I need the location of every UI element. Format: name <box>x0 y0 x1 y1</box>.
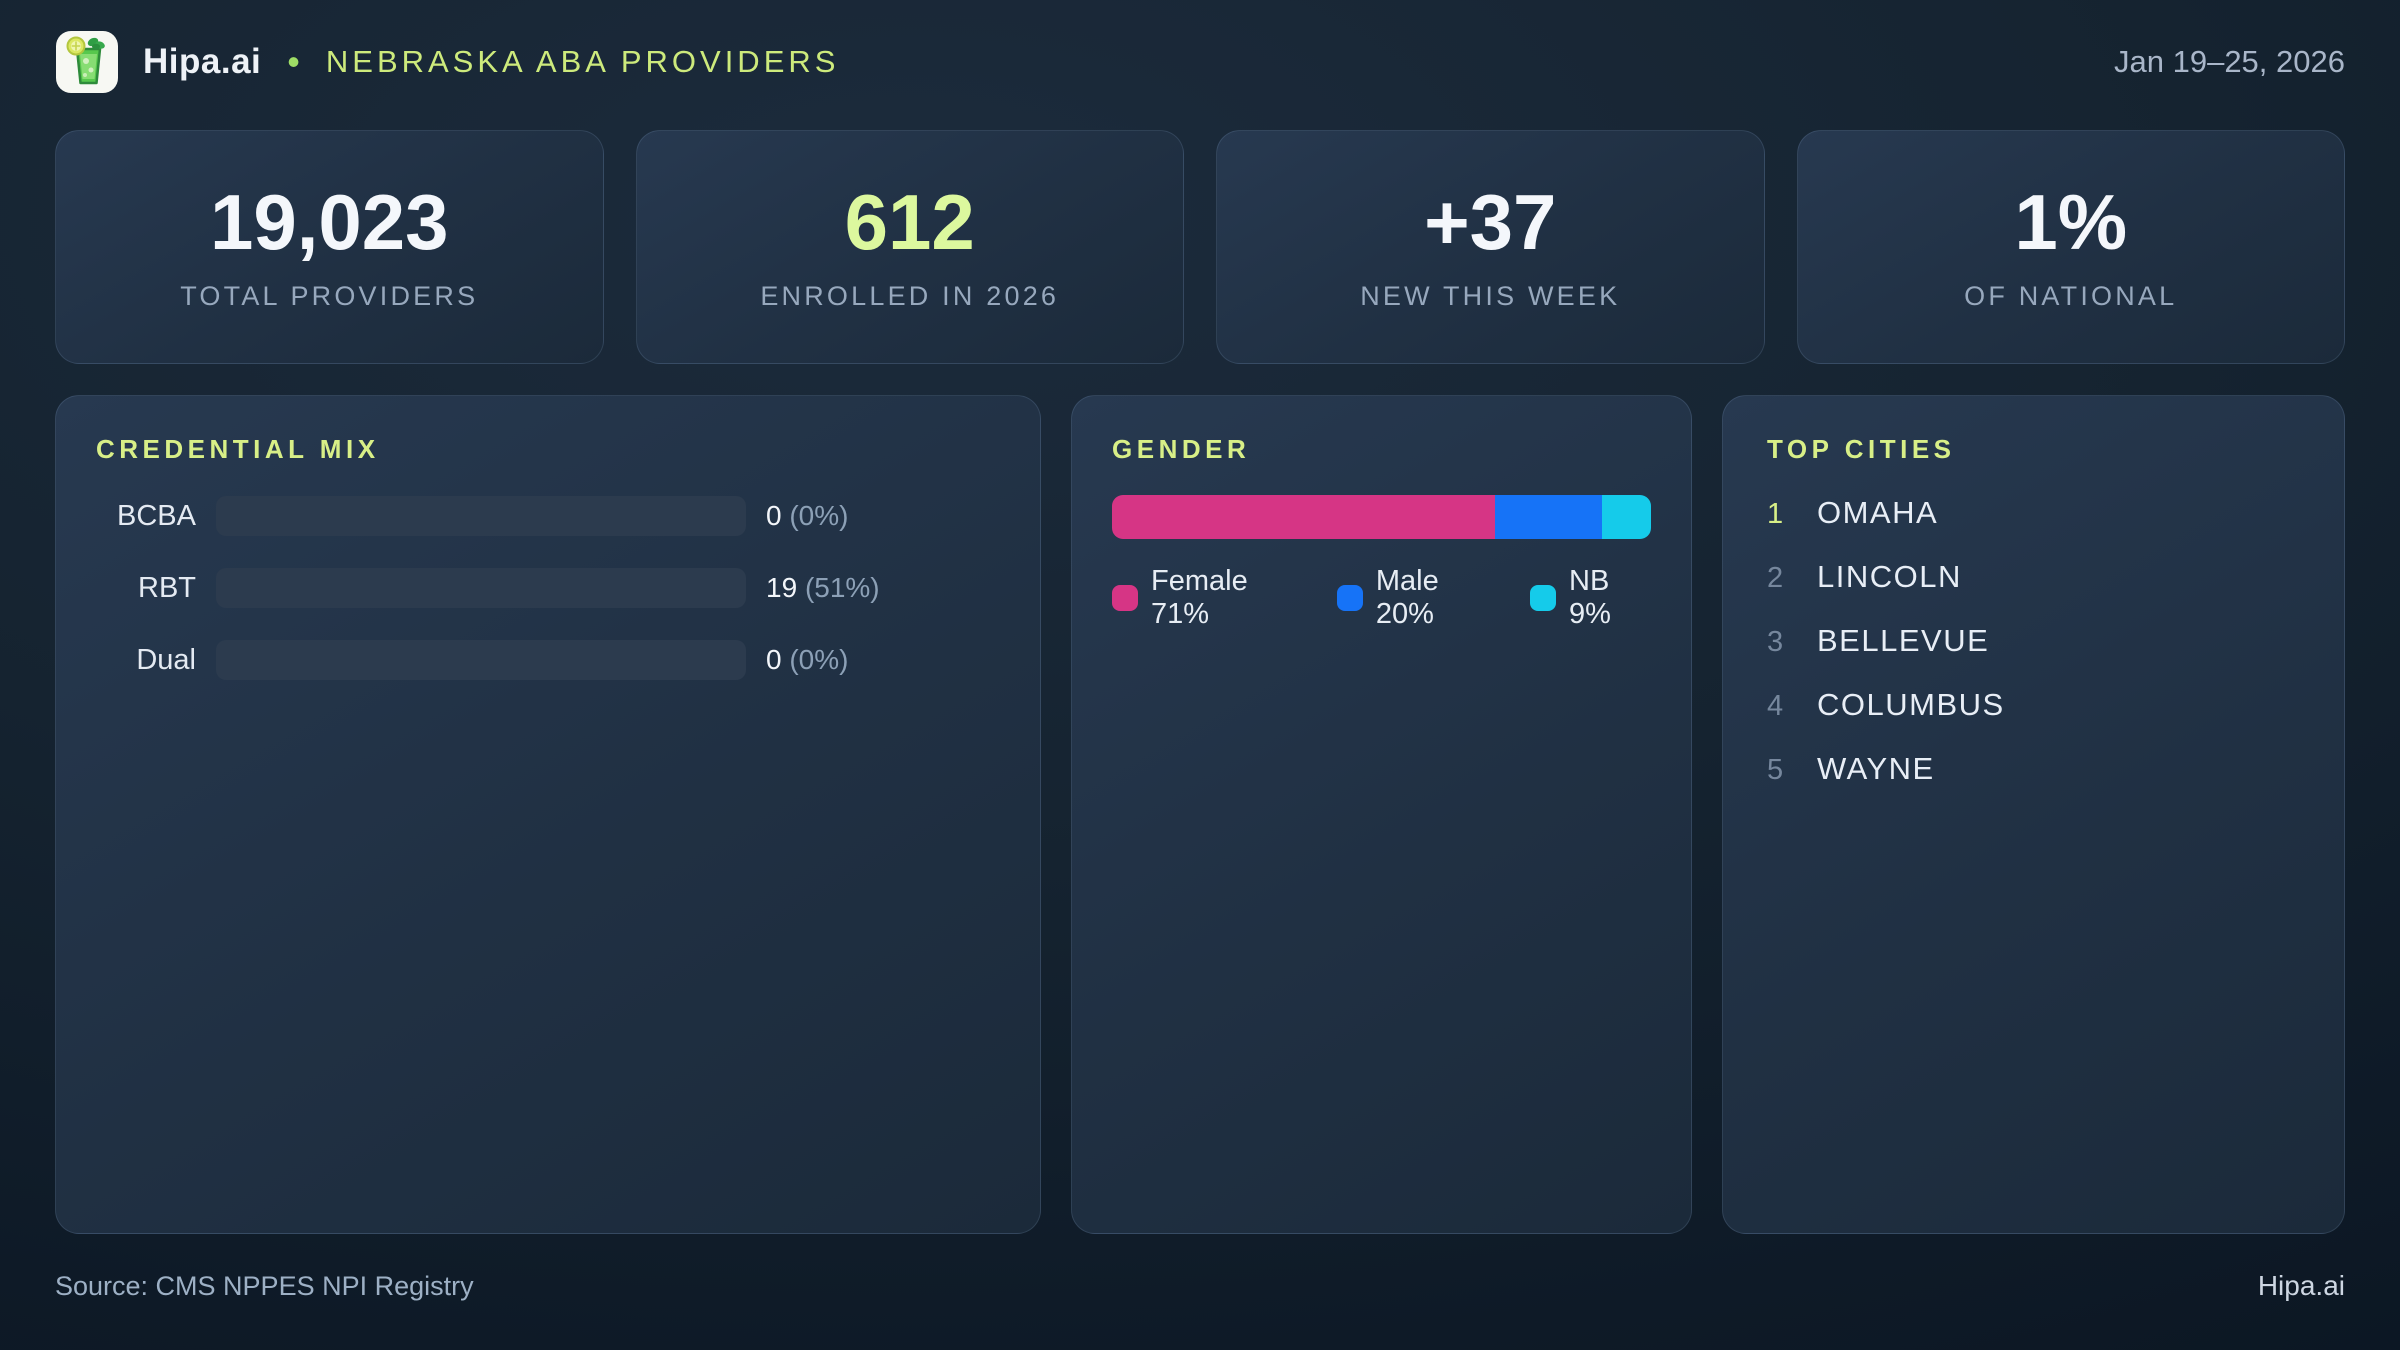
stat-label: ENROLLED IN 2026 <box>760 281 1060 312</box>
stat-value: 612 <box>844 177 975 266</box>
legend-item-male: Male 20% <box>1336 565 1494 631</box>
panel-title: TOP CITIES <box>1767 434 1956 464</box>
stat-value: 1% <box>2014 177 2128 266</box>
stat-label: OF NATIONAL <box>1964 281 2178 312</box>
gender-legend: Female 71% Male 20% NB 9% <box>1112 565 1651 631</box>
city-row-omaha: 1 OMAHA <box>1767 495 2304 530</box>
bar-percent: (0%) <box>789 644 849 675</box>
stat-label: NEW THIS WEEK <box>1360 281 1621 312</box>
bar-track <box>216 568 746 608</box>
bar-label: BCBA <box>117 499 196 532</box>
bar-track <box>216 640 746 680</box>
bar-track <box>216 496 746 536</box>
legend-item-female: Female 71% <box>1112 565 1301 631</box>
data-source-note: Source: CMS NPPES NPI Registry <box>55 1270 474 1301</box>
bar-value: 19 (51%) <box>766 572 880 603</box>
segment-female <box>1112 495 1495 539</box>
city-row-bellevue: 3 BELLEVUE <box>1767 623 2304 658</box>
footer-brand: Hipa.ai <box>2257 1270 2345 1301</box>
bar-label: Dual <box>136 643 196 676</box>
male-swatch-icon <box>1336 585 1363 611</box>
legend-label: Female 71% <box>1151 565 1248 630</box>
stat-value: +37 <box>1424 177 1557 266</box>
brand-name: Hipa.ai <box>143 42 262 81</box>
brand-group: Hipa.ai • NEBRASKA ABA PROVIDERS <box>55 30 839 94</box>
female-swatch-icon <box>1112 585 1138 611</box>
segment-male <box>1494 495 1603 539</box>
nb-swatch-icon <box>1530 585 1557 611</box>
city-name: OMAHA <box>1817 495 1939 530</box>
bar-label: RBT <box>138 571 196 604</box>
stat-card-of-national: 1% OF NATIONAL <box>1796 130 2345 364</box>
footer-bar: Source: CMS NPPES NPI Registry Hipa.ai <box>55 1270 2345 1302</box>
bar-row-dual: Dual 0 (0%) <box>96 640 1000 680</box>
bar-percent: (51%) <box>804 572 880 603</box>
stat-value: 19,023 <box>209 177 449 266</box>
stat-card-total-providers: 19,023 TOTAL PROVIDERS <box>55 130 604 364</box>
stat-card-new-this-week: +37 NEW THIS WEEK <box>1216 130 1765 364</box>
header-bar: Hipa.ai • NEBRASKA ABA PROVIDERS Jan 19–… <box>55 26 2345 98</box>
bar-percent: (0%) <box>789 500 849 531</box>
segment-nb <box>1602 495 1651 539</box>
credential-bar-chart: BCBA 0 (0%) RBT 19 (51%) Dual <box>96 496 1000 680</box>
city-rank: 1 <box>1767 498 1784 530</box>
city-name: LINCOLN <box>1817 559 1962 594</box>
date-range: Jan 19–25, 2026 <box>2114 44 2345 79</box>
separator-dot-icon: • <box>287 41 300 82</box>
credential-mix-panel: CREDENTIAL MIX BCBA 0 (0%) RBT 19 (51%) <box>55 395 1041 1234</box>
city-rank: 3 <box>1767 626 1784 658</box>
city-rank: 2 <box>1767 562 1784 594</box>
top-cities-panel: TOP CITIES 1 OMAHA 2 LINCOLN 3 BELLEVUE … <box>1722 395 2345 1234</box>
stat-card-enrolled: 612 ENROLLED IN 2026 <box>635 130 1184 364</box>
city-row-wayne: 5 WAYNE <box>1767 751 2304 786</box>
bar-row-bcba: BCBA 0 (0%) <box>96 496 1000 536</box>
legend-label: NB 9% <box>1569 565 1611 630</box>
panels-row: CREDENTIAL MIX BCBA 0 (0%) RBT 19 (51%) <box>55 395 2345 1234</box>
legend-label: Male 20% <box>1375 565 1439 630</box>
city-row-columbus: 4 COLUMBUS <box>1767 687 2304 722</box>
gender-stacked-bar <box>1112 495 1651 539</box>
city-rank: 5 <box>1767 754 1784 786</box>
panel-title: GENDER <box>1112 434 1251 464</box>
legend-item-nb: NB 9% <box>1530 565 1651 631</box>
bar-row-rbt: RBT 19 (51%) <box>96 568 1000 608</box>
city-name: BELLEVUE <box>1817 623 1990 658</box>
city-rank: 4 <box>1767 690 1784 722</box>
panel-title: CREDENTIAL MIX <box>96 434 380 464</box>
city-row-lincoln: 2 LINCOLN <box>1767 559 2304 594</box>
mojito-logo-icon <box>55 30 119 94</box>
city-name: WAYNE <box>1817 751 1935 786</box>
stats-row: 19,023 TOTAL PROVIDERS 612 ENROLLED IN 2… <box>55 130 2345 364</box>
gender-panel: GENDER Female 71% Male 20% NB 9% <box>1071 395 1692 1234</box>
city-name: COLUMBUS <box>1817 687 2005 722</box>
page-title: NEBRASKA ABA PROVIDERS <box>325 44 840 79</box>
bar-value: 0 (0%) <box>766 500 849 531</box>
bar-value: 0 (0%) <box>766 644 849 675</box>
stat-label: TOTAL PROVIDERS <box>180 281 479 312</box>
city-list: 1 OMAHA 2 LINCOLN 3 BELLEVUE 4 COLUMBUS … <box>1767 495 2304 786</box>
